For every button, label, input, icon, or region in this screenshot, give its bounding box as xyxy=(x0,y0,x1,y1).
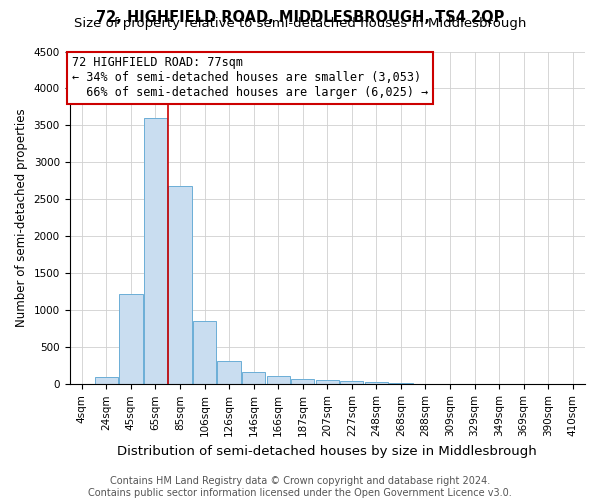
Bar xyxy=(169,186,191,384)
Bar xyxy=(193,321,216,384)
Bar xyxy=(242,372,265,384)
Text: 72, HIGHFIELD ROAD, MIDDLESBROUGH, TS4 2QP: 72, HIGHFIELD ROAD, MIDDLESBROUGH, TS4 2… xyxy=(96,10,504,25)
Text: 72 HIGHFIELD ROAD: 77sqm
← 34% of semi-detached houses are smaller (3,053)
  66%: 72 HIGHFIELD ROAD: 77sqm ← 34% of semi-d… xyxy=(72,56,428,100)
Bar xyxy=(291,378,314,384)
Bar xyxy=(340,381,364,384)
Text: Contains HM Land Registry data © Crown copyright and database right 2024.
Contai: Contains HM Land Registry data © Crown c… xyxy=(88,476,512,498)
Bar xyxy=(365,382,388,384)
Y-axis label: Number of semi-detached properties: Number of semi-detached properties xyxy=(15,108,28,327)
X-axis label: Distribution of semi-detached houses by size in Middlesbrough: Distribution of semi-detached houses by … xyxy=(118,444,537,458)
Bar xyxy=(217,362,241,384)
Bar xyxy=(144,118,167,384)
Bar xyxy=(389,382,413,384)
Bar xyxy=(316,380,339,384)
Bar xyxy=(119,294,143,384)
Bar xyxy=(95,377,118,384)
Text: Size of property relative to semi-detached houses in Middlesbrough: Size of property relative to semi-detach… xyxy=(74,18,526,30)
Bar xyxy=(266,376,290,384)
